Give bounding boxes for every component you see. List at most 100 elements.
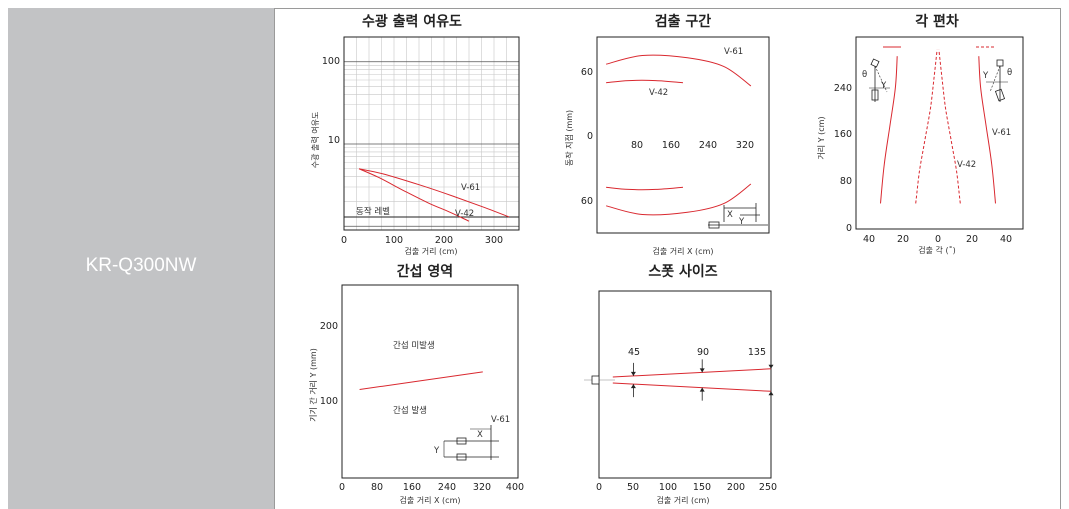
zone-ytick-60-top: 60 xyxy=(581,67,593,78)
angle-diagram-y-right: Y xyxy=(982,71,989,81)
margin-threshold-label: 동작 레벨 xyxy=(356,206,390,217)
angle-xtick-20-right: 20 xyxy=(966,234,978,245)
margin-title: 수광 출력 여유도 xyxy=(362,13,462,30)
interference-diagram-x: X xyxy=(477,430,483,440)
margin-xtick-0: 0 xyxy=(341,235,347,246)
angle-diagram-left: θ Y xyxy=(862,58,890,102)
angle-series xyxy=(880,49,996,204)
angle-xtick-40-left: 40 xyxy=(863,234,875,245)
interference-chart: 간섭 영역 간섭 미발생 간섭 발생 V-61 X Y 200 100 0 80… xyxy=(308,263,524,505)
spot-sensor-icon xyxy=(591,375,600,385)
interference-xtick-320: 320 xyxy=(473,482,491,493)
interference-title: 간섭 영역 xyxy=(397,263,453,280)
margin-ylabel: 수광 출력 여유도 xyxy=(310,112,320,169)
interference-xtick-240: 240 xyxy=(438,482,456,493)
margin-label-v42: V-42 xyxy=(455,209,474,219)
interference-series-v61 xyxy=(359,371,483,390)
zone-diagram-y: Y xyxy=(738,217,745,227)
angle-ytick-0: 0 xyxy=(846,223,852,234)
interference-label-v61: V-61 xyxy=(491,415,510,425)
margin-frame xyxy=(343,36,520,231)
margin-label-v61: V-61 xyxy=(461,183,480,193)
margin-xtick-300: 300 xyxy=(485,235,503,246)
margin-ytick-100: 100 xyxy=(322,56,340,67)
interference-ytick-200: 200 xyxy=(320,321,338,332)
angle-series-v42-left xyxy=(915,49,938,204)
angle-ytick-160: 160 xyxy=(834,129,852,140)
spot-xtick-150: 150 xyxy=(693,482,711,493)
angle-xtick-20-left: 20 xyxy=(897,234,909,245)
angle-diagram-theta-left: θ xyxy=(862,70,867,80)
angle-chart: 각 편차 V-61 V-42 θ Y Y xyxy=(817,13,1024,255)
interference-diagram: X Y xyxy=(433,425,499,461)
spot-markers xyxy=(630,355,774,405)
margin-xlabel: 검출 거리 (cm) xyxy=(405,246,458,256)
spot-size-135: 135 xyxy=(748,347,766,358)
interference-xtick-160: 160 xyxy=(403,482,421,493)
zone-ytick-0: 0 xyxy=(587,131,593,142)
model-cell: KR-Q300NW xyxy=(8,8,274,509)
zone-diagram-x: X xyxy=(727,210,733,220)
zone-inner-80: 80 xyxy=(631,140,643,151)
spot-size-45: 45 xyxy=(628,347,640,358)
spot-title: 스폿 사이즈 xyxy=(648,263,717,280)
interference-series xyxy=(359,371,483,390)
angle-xtick-0: 0 xyxy=(935,234,941,245)
model-name: KR-Q300NW xyxy=(85,255,197,276)
spot-series-upper xyxy=(612,368,772,378)
spot-series-lower xyxy=(612,382,772,392)
angle-diagram-theta-right: θ xyxy=(1007,68,1012,78)
angle-frame xyxy=(855,36,1024,230)
zone-xlabel: 검출 거리 X (cm) xyxy=(653,246,714,256)
margin-series-v42 xyxy=(358,168,470,222)
spot-marker-arrow-top xyxy=(768,364,774,369)
zone-series xyxy=(605,54,752,216)
margin-chart: 수광 출력 여유도 동작 레벨 V-61 V-42 100 10 0 100 2… xyxy=(310,13,520,256)
margin-series-v61 xyxy=(358,168,510,218)
spot-xlabel: 검출 거리 (cm) xyxy=(657,495,710,505)
spot-size-90: 90 xyxy=(697,347,709,358)
angle-label-v42: V-42 xyxy=(957,160,976,170)
interference-diagram-y: Y xyxy=(433,446,440,456)
spot-xtick-100: 100 xyxy=(659,482,677,493)
interference-region-none: 간섭 미발생 xyxy=(393,340,435,351)
angle-ytick-80: 80 xyxy=(840,176,852,187)
zone-title: 검출 구간 xyxy=(655,13,712,30)
spot-marker-arrow-top xyxy=(699,368,705,373)
angle-series-v61-right xyxy=(978,56,996,204)
angle-series-v61-left xyxy=(880,56,898,204)
interference-region-occurs: 간섭 발생 xyxy=(393,405,427,416)
zone-inner-240: 240 xyxy=(699,140,717,151)
zone-series-v61-upper xyxy=(605,54,752,87)
interference-ylabel: 기기 간 거리 Y (mm) xyxy=(308,348,318,422)
angle-label-v61: V-61 xyxy=(992,128,1011,138)
margin-ytick-10: 10 xyxy=(328,135,340,146)
angle-diagram-right: Y θ xyxy=(982,59,1012,102)
angle-series-v42-right xyxy=(938,49,961,204)
angle-xlabel: 검출 각 (˚) xyxy=(918,245,955,255)
chart-cell xyxy=(274,8,1061,509)
spot-xtick-250: 250 xyxy=(759,482,777,493)
interference-frame xyxy=(341,284,519,479)
spot-xtick-0: 0 xyxy=(596,482,602,493)
zone-series-v61-lower xyxy=(605,183,752,216)
margin-xtick-200: 200 xyxy=(435,235,453,246)
spot-xtick-50: 50 xyxy=(627,482,639,493)
angle-ylabel: 거리 Y (cm) xyxy=(817,116,826,159)
zone-label-v61: V-61 xyxy=(724,47,743,57)
spot-marker-arrow-bottom xyxy=(630,384,636,389)
spot-series xyxy=(612,368,772,392)
zone-ytick-60-bottom: 60 xyxy=(581,196,593,207)
spot-marker-arrow-top xyxy=(630,371,636,376)
angle-ytick-240: 240 xyxy=(834,83,852,94)
zone-chart: 검출 구간 V-61 V-42 80 160 240 320 60 0 60 X… xyxy=(564,13,770,256)
zone-label-v42: V-42 xyxy=(649,88,668,98)
spot-marker-arrow-bottom xyxy=(699,387,705,392)
margin-xtick-100: 100 xyxy=(385,235,403,246)
zone-inner-320: 320 xyxy=(736,140,754,151)
interference-xlabel: 검출 거리 X (cm) xyxy=(400,495,461,505)
zone-diagram: X Y xyxy=(708,203,768,229)
zone-frame xyxy=(596,36,770,234)
